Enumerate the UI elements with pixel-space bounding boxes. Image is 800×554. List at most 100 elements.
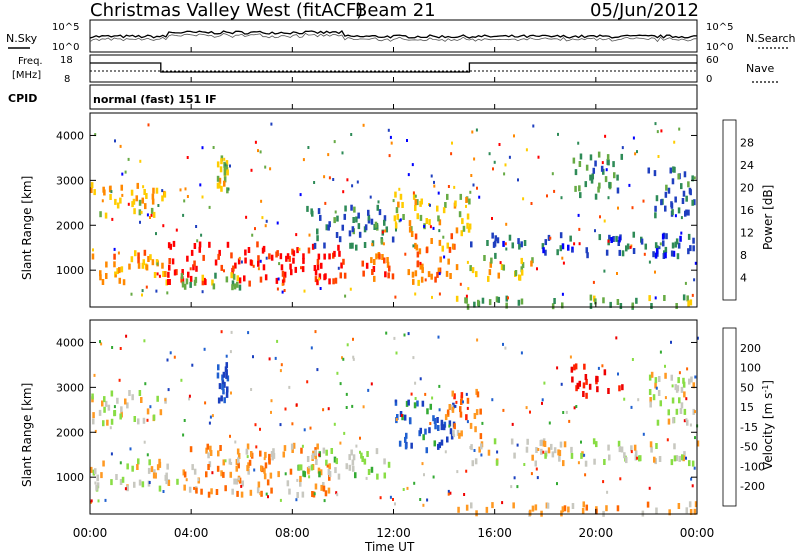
colorbar-tick-label: -100: [740, 460, 765, 473]
heatmap-cell: [589, 154, 593, 161]
heatmap-cell: [127, 157, 130, 161]
heatmap-cell: [394, 191, 397, 198]
heatmap-cell: [577, 461, 580, 465]
heatmap-cell: [662, 240, 665, 247]
x-tick-label: 08:00: [275, 526, 310, 540]
heatmap-cell: [557, 132, 559, 136]
colorbar-tick-label: 100: [740, 362, 761, 375]
heatmap-cell: [404, 252, 407, 256]
heatmap-cell: [395, 418, 398, 421]
heatmap-cell: [410, 442, 413, 449]
heatmap-cell: [344, 205, 347, 212]
heatmap-cell: [141, 197, 145, 204]
heatmap-cell: [113, 247, 116, 251]
colorbar-frame: [722, 327, 737, 507]
heatmap-cell: [549, 236, 552, 240]
heatmap-cell: [634, 450, 638, 457]
heatmap-cell: [145, 285, 148, 289]
heatmap-cell: [359, 450, 361, 454]
heatmap-cell: [503, 172, 506, 176]
heatmap-cell: [424, 428, 427, 435]
heatmap-cell: [542, 247, 545, 254]
heatmap-cell: [229, 471, 233, 478]
heatmap-cell: [469, 190, 472, 194]
heatmap-cell: [294, 266, 298, 273]
heatmap-cell: [573, 364, 576, 371]
heatmap-cell: [416, 251, 420, 258]
heatmap-cell: [365, 476, 368, 480]
heatmap-cell: [319, 214, 322, 221]
heatmap-cell: [141, 262, 145, 269]
heatmap-cell: [465, 504, 469, 511]
heatmap-cell: [689, 509, 693, 515]
heatmap-cell: [576, 383, 580, 390]
heatmap-cell: [470, 174, 473, 177]
noise-right-tick-low: 10^0: [706, 42, 733, 53]
heatmap-cell: [381, 230, 384, 234]
heatmap-cell: [225, 164, 228, 171]
heatmap-cell: [296, 247, 299, 254]
heatmap-cell: [338, 250, 341, 257]
heatmap-cell: [306, 456, 310, 462]
heatmap-cell: [688, 378, 691, 385]
heatmap-cell: [465, 414, 468, 421]
heatmap-cell: [117, 251, 120, 255]
heatmap-cell: [349, 287, 352, 291]
heatmap-cell: [456, 429, 460, 436]
heatmap-cell: [654, 296, 657, 300]
heatmap-cell: [680, 386, 684, 393]
heatmap-cell: [209, 450, 213, 456]
heatmap-cell: [496, 450, 499, 454]
colorbar-tick-label: 16: [740, 204, 754, 217]
heatmap-cell: [472, 183, 475, 187]
heatmap-cell: [181, 281, 185, 288]
heatmap-cell: [116, 202, 120, 209]
heatmap-cell: [663, 295, 666, 301]
heatmap-cell: [105, 273, 108, 279]
heatmap-cell: [119, 413, 122, 420]
heatmap-cell: [119, 461, 122, 465]
colorbar-tick-label: -50: [740, 441, 758, 454]
heatmap-cell: [442, 207, 446, 214]
heatmap-cell: [458, 211, 462, 218]
heatmap-cell: [216, 175, 220, 182]
heatmap-cell: [344, 294, 347, 298]
heatmap-cell: [223, 176, 227, 183]
heatmap-cell: [121, 193, 124, 197]
heatmap-cell: [572, 157, 576, 164]
heatmap-cell: [316, 264, 320, 271]
heatmap-cell: [417, 279, 420, 286]
cpid-value: normal (fast) 151 IF: [93, 93, 217, 106]
heatmap-cell: [620, 153, 624, 160]
heatmap-cell: [225, 276, 229, 283]
heatmap-cell: [575, 405, 578, 408]
heatmap-cell: [682, 381, 686, 388]
heatmap-cell: [316, 443, 319, 450]
heatmap-cell: [458, 432, 461, 439]
heatmap-cell: [687, 181, 690, 188]
heatmap-cell: [462, 225, 466, 232]
heatmap-cell: [425, 218, 429, 224]
heatmap-cell: [376, 204, 380, 211]
heatmap-cell: [428, 427, 431, 434]
heatmap-cell: [625, 457, 628, 464]
heatmap-cell: [494, 235, 498, 242]
heatmap-cell: [165, 279, 169, 286]
heatmap-cell: [670, 250, 674, 257]
heatmap-cell: [375, 448, 379, 455]
heatmap-cell: [688, 501, 692, 508]
heatmap-cell: [687, 209, 690, 216]
heatmap-cell: [673, 140, 676, 144]
noise-panel: N.Sky 10^5 10^0 10^5 10^0 N.Search: [6, 19, 796, 53]
heatmap-cell: [526, 438, 529, 445]
heatmap-cell: [628, 183, 631, 187]
heatmap-cell: [248, 280, 251, 287]
heatmap-cell: [279, 498, 282, 502]
heatmap-cell: [249, 489, 253, 496]
heatmap-cell: [230, 462, 233, 465]
heatmap-cell: [647, 167, 651, 174]
heatmap-cell: [582, 382, 586, 389]
heatmap-cell: [578, 185, 581, 192]
heatmap-cell: [621, 384, 624, 391]
